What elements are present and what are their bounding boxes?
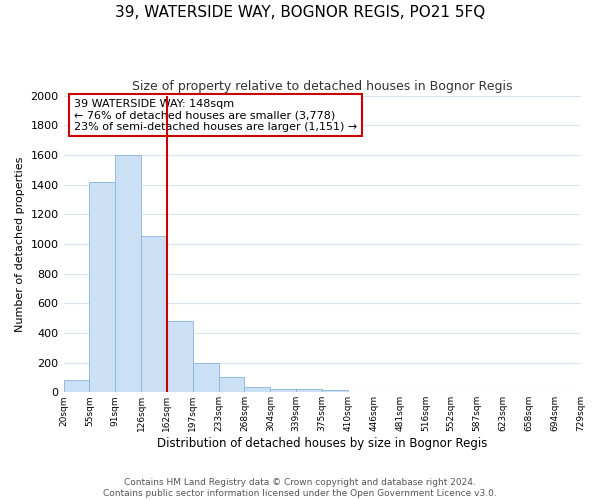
X-axis label: Distribution of detached houses by size in Bognor Regis: Distribution of detached houses by size … [157,437,487,450]
Y-axis label: Number of detached properties: Number of detached properties [15,156,25,332]
Bar [64,380,89,392]
Bar [244,386,271,392]
Bar [167,321,193,392]
Bar [141,236,167,392]
Bar [296,390,322,392]
Bar [89,182,115,392]
Title: Size of property relative to detached houses in Bognor Regis: Size of property relative to detached ho… [132,80,512,93]
Bar [115,155,141,392]
Bar [193,362,218,392]
Bar [322,390,348,392]
Text: Contains HM Land Registry data © Crown copyright and database right 2024.
Contai: Contains HM Land Registry data © Crown c… [103,478,497,498]
Bar [271,388,296,392]
Text: 39, WATERSIDE WAY, BOGNOR REGIS, PO21 5FQ: 39, WATERSIDE WAY, BOGNOR REGIS, PO21 5F… [115,5,485,20]
Text: 39 WATERSIDE WAY: 148sqm
← 76% of detached houses are smaller (3,778)
23% of sem: 39 WATERSIDE WAY: 148sqm ← 76% of detach… [74,98,357,132]
Bar [218,376,244,392]
